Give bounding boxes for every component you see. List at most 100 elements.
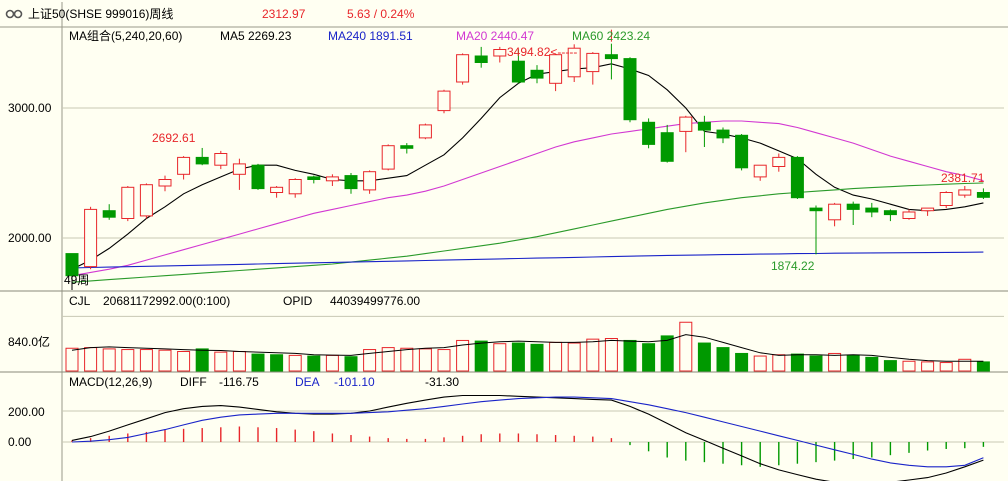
volume-bar-down: [790, 353, 804, 372]
macd-panel[interactable]: [71, 394, 985, 481]
volume-bar-down: [735, 352, 749, 372]
candle-down: [474, 55, 488, 63]
volume-bar-down: [660, 335, 674, 372]
candle-up: [363, 171, 377, 191]
candle-up: [456, 54, 470, 83]
candle-up: [493, 49, 507, 57]
candle-down: [102, 210, 116, 218]
candle-down: [790, 156, 804, 199]
macd-value: -31.30: [425, 375, 459, 389]
volume-bar-down: [474, 340, 488, 372]
candle-up: [679, 116, 693, 132]
volume-bar-up: [232, 351, 246, 372]
candle-down: [65, 253, 79, 277]
candle-down: [307, 176, 321, 180]
volume-bar-down: [344, 356, 358, 372]
candle-up: [121, 186, 135, 220]
volume-bar-up: [158, 349, 172, 372]
ma-legend: MA组合(5,240,20,60) MA5 2269.23 MA240 1891…: [69, 28, 650, 43]
volume-bar-down: [530, 343, 544, 372]
candle-up: [232, 163, 246, 175]
volume-bar-up: [214, 351, 228, 372]
candle-up: [958, 189, 972, 196]
candle-down: [716, 129, 730, 139]
volume-bar-up: [102, 348, 116, 372]
volume-bar-down: [251, 353, 265, 372]
instrument-title: 上证50(SHSE 999016)周线: [28, 7, 173, 21]
volume-bar-up: [363, 349, 377, 372]
volume-legend-title: CJL: [69, 294, 91, 308]
diff-value: -116.75: [219, 375, 259, 389]
volume-bar-down: [865, 356, 879, 372]
volume-bar-down: [623, 339, 637, 372]
candle-down: [251, 164, 265, 190]
macd-tick-200: 200.00: [8, 405, 45, 419]
macd-line-diff: [71, 394, 984, 481]
volume-bar-down: [511, 342, 525, 372]
dea-value: -101.10: [334, 375, 375, 389]
volume-bar-down: [642, 343, 656, 372]
volume-bar-up: [418, 348, 432, 372]
volume-bar-up: [121, 349, 135, 372]
volume-bar-down: [976, 361, 990, 372]
volume-bar-up: [753, 355, 767, 372]
macd-legend-title: MACD(12,26,9): [69, 375, 152, 389]
candle-down: [511, 60, 525, 83]
last-price: 2312.97: [262, 7, 306, 21]
candle-up: [325, 176, 339, 182]
candle-down: [344, 175, 358, 190]
volume-bar-down: [716, 347, 730, 372]
volume-bar-up: [493, 343, 507, 372]
volume-ma-line: [71, 334, 984, 362]
volume-bar-up: [139, 349, 153, 372]
price-change: 5.63 / 0.24%: [347, 7, 415, 21]
volume-bar-down: [307, 355, 321, 372]
candle-down: [846, 203, 860, 210]
candle-up: [381, 145, 395, 170]
ma-line-ma60: [71, 182, 984, 283]
candle-up: [902, 211, 916, 219]
candle-up: [567, 47, 581, 78]
volume-bar-up: [586, 338, 600, 372]
volume-bar-up: [939, 362, 953, 372]
candle-up: [270, 186, 284, 194]
candle-down: [604, 54, 618, 60]
candle-up: [139, 184, 153, 217]
candle-up: [549, 54, 563, 84]
volume-bar-down: [846, 354, 860, 372]
price-tick-3000: 3000.00: [8, 101, 52, 115]
candle-up: [418, 124, 432, 139]
volume-bar-down: [270, 354, 284, 372]
volume-bar-down: [195, 348, 209, 372]
dea-label: DEA: [295, 375, 320, 389]
volume-bar-up: [65, 347, 79, 372]
ma20-value: MA20 2440.47: [456, 29, 534, 43]
candle-down: [697, 121, 711, 131]
volume-bar-up: [549, 341, 563, 372]
macd-line-dea: [71, 396, 984, 468]
ma-legend-title: MA组合(5,240,20,60): [69, 28, 182, 43]
candle-up: [158, 179, 172, 187]
opid-label: OPID: [283, 294, 313, 308]
candle-down: [660, 132, 674, 162]
volume-bar-up: [288, 354, 302, 372]
period-label: 49周: [64, 273, 89, 287]
price-panel[interactable]: [65, 29, 990, 290]
volume-bar-up: [679, 321, 693, 372]
candle-up: [753, 164, 767, 178]
candle-down: [809, 207, 823, 212]
volume-bar-up: [456, 339, 470, 372]
volume-bar-down: [697, 342, 711, 372]
ma240-value: MA240 1891.51: [328, 29, 413, 43]
macd-legend: MACD(12,26,9) DIFF -116.75 DEA -101.10 -…: [69, 375, 459, 389]
low-annotation: 1874.22: [771, 259, 815, 273]
link-icon[interactable]: [5, 9, 23, 19]
candle-up: [437, 90, 451, 112]
volume-bar-up: [567, 342, 581, 372]
volume-panel[interactable]: [65, 321, 990, 372]
volume-tick: 840.0亿: [8, 334, 50, 349]
volume-bar-up: [921, 361, 935, 372]
